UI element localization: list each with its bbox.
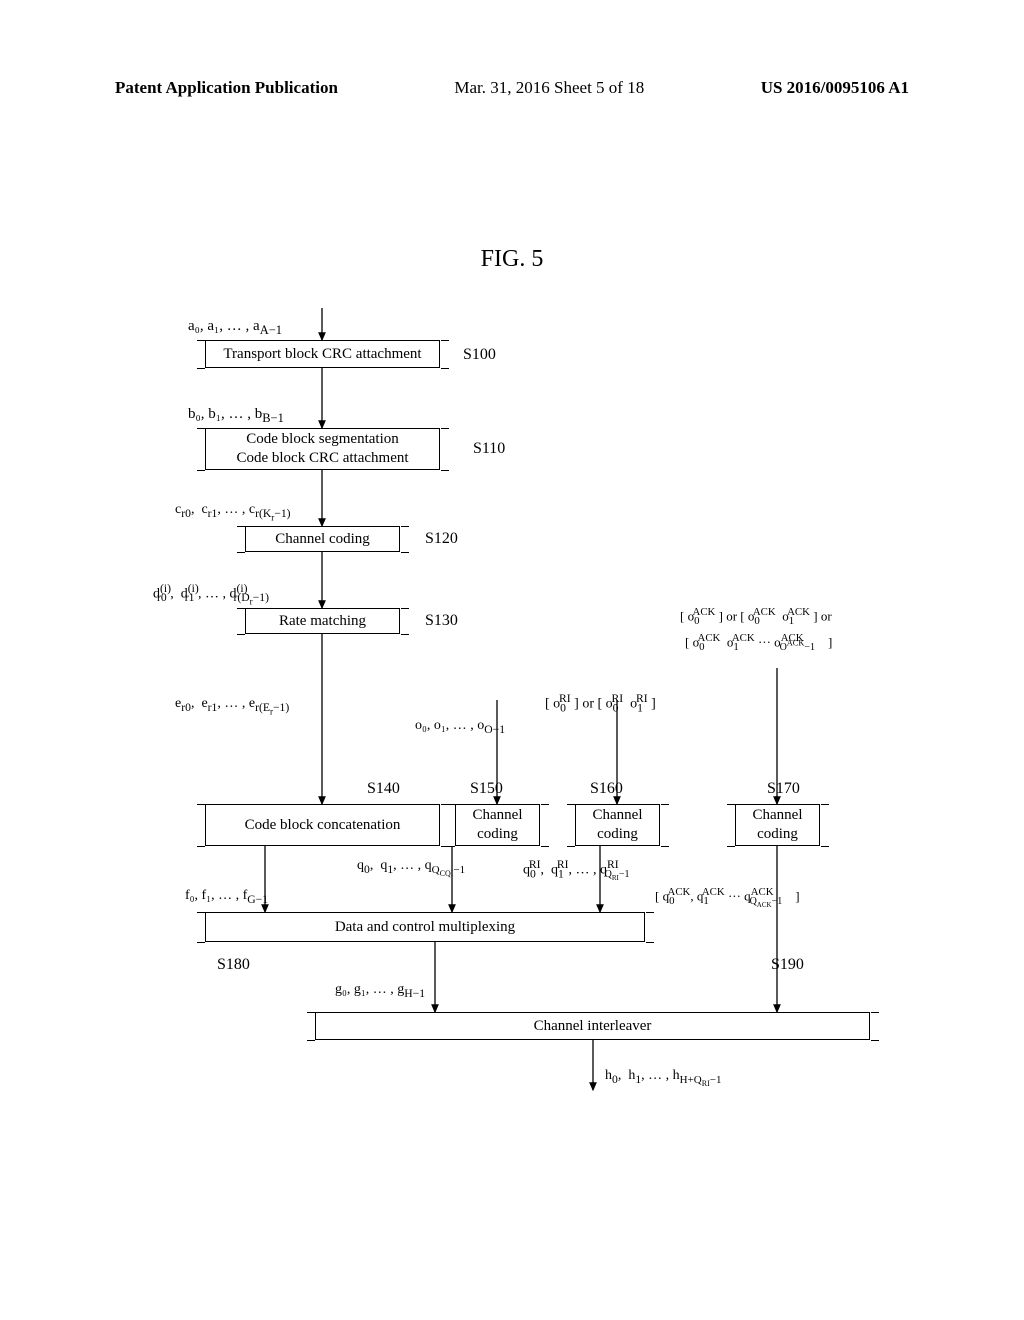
label-q-cqi: q0, q1, … , qQCQI−1	[357, 858, 465, 878]
step-s140: S140	[367, 780, 400, 798]
step-s130: S130	[425, 612, 458, 630]
box-s160: Channel coding	[575, 804, 660, 846]
box-s120: Channel coding	[245, 526, 400, 552]
box-s130: Rate matching	[245, 608, 400, 634]
box-s180-label: Data and control multiplexing	[335, 918, 515, 937]
step-s190: S190	[771, 956, 804, 974]
box-s100-label: Transport block CRC attachment	[223, 345, 421, 364]
box-s170-label: Channel coding	[753, 806, 803, 844]
label-h: h0, h1, … , hH+QRI−1	[605, 1068, 721, 1088]
label-o-ri: [ o0RI ] or [ o0RI o1RI ]	[545, 692, 656, 714]
label-o-cqi: o₀, o₁, … , oO−1	[415, 718, 505, 736]
box-s180: Data and control multiplexing	[205, 912, 645, 942]
step-s120: S120	[425, 530, 458, 548]
box-s140-label: Code block concatenation	[245, 816, 401, 835]
label-d: d(i)r0 , d(i)r1 , … , d(i)r(Dr−1)	[153, 582, 269, 607]
label-q-ri: q0RI, q1RI, … , qRIQRI−1	[523, 858, 630, 882]
header-mid: Mar. 31, 2016 Sheet 5 of 18	[454, 78, 644, 98]
box-s150-label: Channel coding	[473, 806, 523, 844]
step-s110: S110	[473, 440, 505, 458]
box-s110: Code block segmentation Code block CRC a…	[205, 428, 440, 470]
flowchart-canvas: Transport block CRC attachment a₀, a₁, ……	[115, 300, 909, 1120]
label-g: g₀, g₁, … , gH−1	[335, 982, 425, 1000]
step-s170: S170	[767, 780, 800, 798]
box-s110-label-a: Code block segmentation	[246, 430, 398, 449]
step-s160: S160	[590, 780, 623, 798]
label-o-ack1: [ o0ACK ] or [ o0ACK o1ACK ] or	[680, 606, 832, 627]
label-e: er0, er1, … , er(Er−1)	[175, 696, 289, 716]
label-q-ack: [ q0ACK, q1ACK ··· qACKQACK−1 ]	[655, 886, 800, 909]
figure-title: FIG. 5	[0, 246, 1024, 273]
box-s190-label: Channel interleaver	[534, 1017, 652, 1036]
label-f: f₀, f₁, … , fG−1	[185, 888, 268, 906]
header-left: Patent Application Publication	[115, 78, 338, 98]
header-right: US 2016/0095106 A1	[761, 78, 909, 98]
box-s110-label-b: Code block CRC attachment	[236, 449, 408, 468]
box-s140: Code block concatenation	[205, 804, 440, 846]
label-a: a₀, a₁, … , aA−1	[188, 318, 282, 338]
box-s190: Channel interleaver	[315, 1012, 870, 1040]
label-c: cr0, cr1, … , cr(Kr−1)	[175, 502, 291, 522]
box-s160-label: Channel coding	[593, 806, 643, 844]
box-s120-label: Channel coding	[275, 530, 370, 549]
box-s130-label: Rate matching	[279, 612, 366, 631]
step-s150: S150	[470, 780, 503, 798]
box-s150: Channel coding	[455, 804, 540, 846]
box-s100: Transport block CRC attachment	[205, 340, 440, 368]
step-s180: S180	[217, 956, 250, 974]
step-s100: S100	[463, 346, 496, 364]
box-s170: Channel coding	[735, 804, 820, 846]
label-o-ack2: [ o0ACK o1ACK ··· oACKOACK−1 ]	[685, 632, 832, 653]
label-b: b₀, b₁, … , bB−1	[188, 406, 284, 426]
